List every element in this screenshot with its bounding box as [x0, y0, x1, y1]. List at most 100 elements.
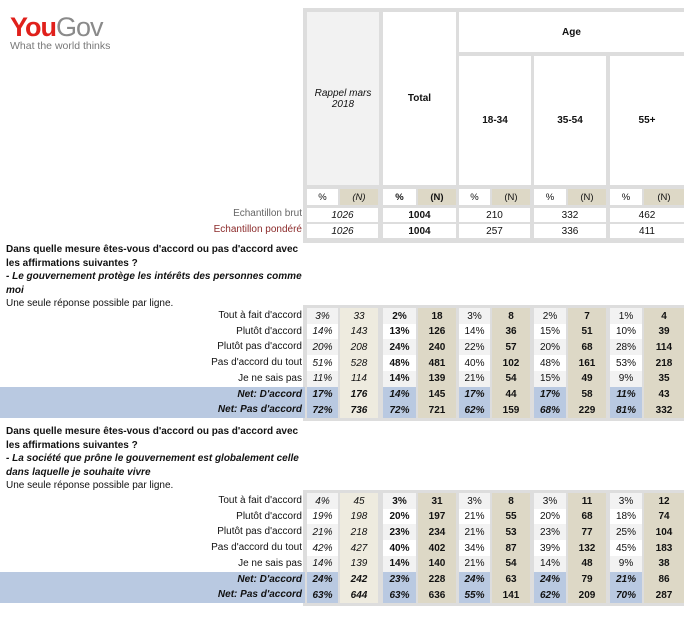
percent-cell: 1% — [610, 308, 642, 324]
count-cell: 77 — [568, 524, 606, 541]
logo-tagline: What the world thinks — [10, 40, 111, 52]
count-cell: 141 — [492, 587, 530, 604]
percent-cell: 21% — [307, 524, 338, 541]
percent-cell: 19% — [307, 508, 338, 525]
sample-value: 210 — [459, 208, 530, 222]
count-cell: 427 — [340, 540, 378, 557]
count-cell: 218 — [644, 355, 684, 372]
percent-cell: 14% — [383, 370, 416, 387]
count-cell: 242 — [340, 571, 378, 588]
percent-cell: 21% — [459, 555, 490, 572]
row-label: Plutôt d'accord — [236, 325, 302, 337]
question-item: - La société que prône le gouvernement e… — [6, 453, 299, 478]
sample-value: 1026 — [307, 224, 378, 238]
percent-cell: 2% — [383, 308, 416, 324]
count-cell: 8 — [492, 493, 530, 509]
percent-cell: 55% — [459, 587, 490, 604]
sample-value: 462 — [610, 208, 684, 222]
n-subheader: (N) — [492, 189, 530, 205]
net-row-bg — [0, 402, 305, 419]
percent-cell: 3% — [383, 493, 416, 509]
net-row-label: Net: Pas d'accord — [217, 589, 302, 601]
n-subheader: (N) — [418, 189, 456, 205]
count-cell: 132 — [568, 540, 606, 557]
count-cell: 49 — [568, 370, 606, 387]
percent-cell: 14% — [383, 386, 416, 403]
question-title: Dans quelle mesure êtes-vous d'accord ou… — [6, 426, 299, 451]
count-cell: 161 — [568, 355, 606, 372]
percent-cell: 22% — [459, 339, 490, 356]
count-cell: 44 — [492, 386, 530, 403]
percent-cell: 40% — [383, 540, 416, 557]
net-row-label: Net: Pas d'accord — [217, 404, 302, 416]
percent-cell: 3% — [459, 308, 490, 324]
count-cell: 53 — [492, 524, 530, 541]
count-cell: 87 — [492, 540, 530, 557]
count-cell: 287 — [644, 587, 684, 604]
count-cell: 183 — [644, 540, 684, 557]
count-cell: 33 — [340, 308, 378, 324]
sample-value: 411 — [610, 224, 684, 238]
sample-value: 336 — [534, 224, 606, 238]
count-cell: 31 — [418, 493, 456, 509]
count-cell: 229 — [568, 402, 606, 419]
percent-cell: 48% — [534, 355, 566, 372]
count-cell: 240 — [418, 339, 456, 356]
percent-cell: 14% — [534, 555, 566, 572]
percent-cell: 15% — [534, 370, 566, 387]
count-cell: 114 — [340, 370, 378, 387]
percent-cell: 53% — [610, 355, 642, 372]
percent-cell: 23% — [383, 524, 416, 541]
count-cell: 644 — [340, 587, 378, 604]
percent-cell: 62% — [459, 402, 490, 419]
percent-cell: 18% — [610, 508, 642, 525]
count-cell: 45 — [340, 493, 378, 509]
percent-cell: 21% — [459, 524, 490, 541]
sample-value: 257 — [459, 224, 530, 238]
logo-you: You — [10, 12, 57, 42]
row-label: Plutôt pas d'accord — [217, 526, 302, 538]
count-cell: 38 — [644, 555, 684, 572]
n-subheader: (N) — [340, 189, 378, 205]
count-cell: 55 — [492, 508, 530, 525]
sample-label: Echantillon brut — [233, 208, 302, 219]
percent-cell: 68% — [534, 402, 566, 419]
percent-cell: 3% — [610, 493, 642, 509]
percent-cell: 11% — [307, 370, 338, 387]
row-label: Tout à fait d'accord — [218, 495, 302, 506]
percent-cell: 3% — [307, 308, 338, 324]
percent-cell: 24% — [383, 339, 416, 356]
count-cell: 139 — [340, 555, 378, 572]
count-cell: 102 — [492, 355, 530, 372]
count-cell: 736 — [340, 402, 378, 419]
net-row-label: Net: D'accord — [237, 573, 302, 585]
col-age-55plus: 55+ — [610, 56, 684, 185]
count-cell: 54 — [492, 370, 530, 387]
percent-cell: 24% — [534, 571, 566, 588]
pct-subheader: % — [383, 189, 416, 205]
percent-cell: 10% — [610, 323, 642, 340]
percent-cell: 72% — [383, 402, 416, 419]
percent-cell: 42% — [307, 540, 338, 557]
count-cell: 54 — [492, 555, 530, 572]
percent-cell: 13% — [383, 323, 416, 340]
percent-cell: 20% — [534, 508, 566, 525]
count-cell: 209 — [568, 587, 606, 604]
count-cell: 18 — [418, 308, 456, 324]
net-row-label: Net: D'accord — [237, 388, 302, 400]
count-cell: 57 — [492, 339, 530, 356]
count-cell: 636 — [418, 587, 456, 604]
percent-cell: 81% — [610, 402, 642, 419]
percent-cell: 20% — [534, 339, 566, 356]
question-note: Une seule réponse possible par ligne. — [6, 480, 174, 491]
count-cell: 86 — [644, 571, 684, 588]
col-total: Total — [383, 12, 456, 185]
percent-cell: 3% — [459, 493, 490, 509]
row-label: Je ne sais pas — [238, 557, 302, 569]
n-subheader: (N) — [568, 189, 606, 205]
count-cell: 332 — [644, 402, 684, 419]
percent-cell: 28% — [610, 339, 642, 356]
pct-subheader: % — [610, 189, 642, 205]
count-cell: 198 — [340, 508, 378, 525]
count-cell: 48 — [568, 555, 606, 572]
